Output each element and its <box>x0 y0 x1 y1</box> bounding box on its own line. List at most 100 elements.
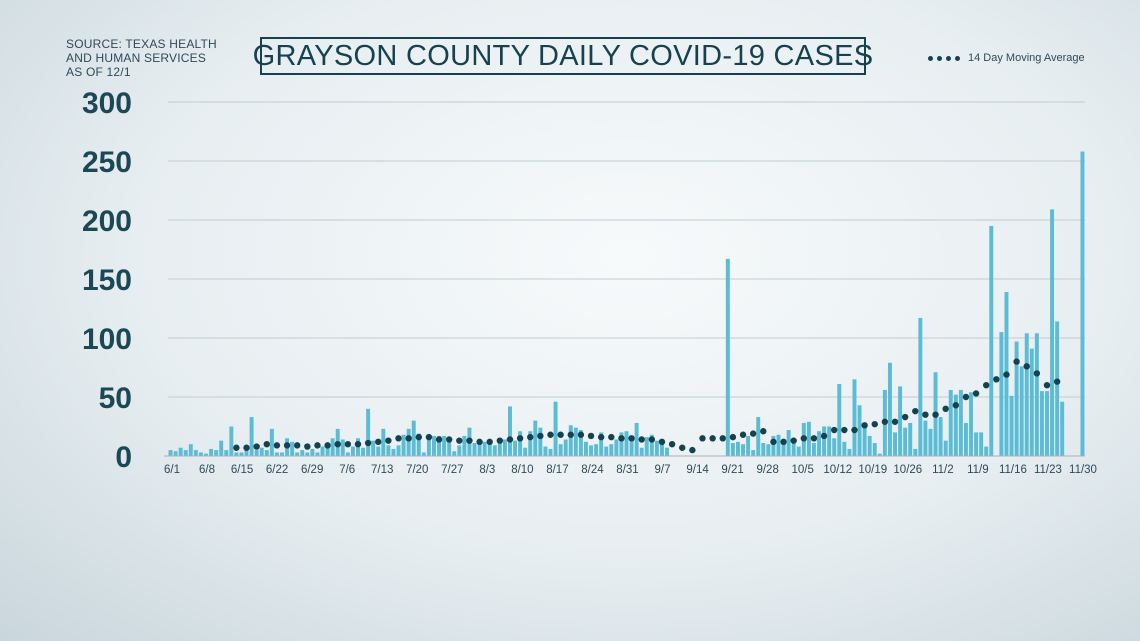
bar <box>173 451 178 456</box>
bar <box>502 439 507 456</box>
x-tick-label: 11/23 <box>1034 464 1062 476</box>
bar <box>604 446 609 456</box>
bar <box>923 420 928 456</box>
bar <box>725 258 730 456</box>
bar <box>528 431 533 456</box>
x-tick-label: 6/29 <box>301 464 323 476</box>
bar <box>756 417 761 456</box>
bar <box>862 422 867 456</box>
bar <box>761 443 766 456</box>
x-tick-label: 6/8 <box>199 464 215 476</box>
moving-average-point <box>618 435 625 442</box>
bar <box>984 446 989 456</box>
bar <box>867 435 872 456</box>
bar <box>1055 321 1060 456</box>
bar <box>908 422 913 456</box>
bar <box>229 426 234 456</box>
bar <box>462 435 467 456</box>
moving-average-point <box>841 426 848 434</box>
bar <box>234 452 239 456</box>
x-tick-label: 9/28 <box>756 464 778 476</box>
bar <box>548 448 553 456</box>
bar <box>1019 366 1024 456</box>
source-note: SOURCE: TEXAS HEALTH AND HUMAN SERVICES … <box>66 37 226 79</box>
bar <box>811 443 816 456</box>
bar <box>350 446 355 456</box>
bar <box>361 447 366 456</box>
moving-average-point <box>314 442 321 449</box>
bar <box>219 440 224 456</box>
x-tick-label: 10/26 <box>893 464 922 476</box>
moving-average-point <box>932 411 939 418</box>
moving-average-point <box>699 435 706 442</box>
bar <box>330 438 335 456</box>
moving-average-point <box>435 436 443 443</box>
moving-average-point <box>334 441 341 448</box>
bar <box>183 450 188 456</box>
bar <box>832 438 837 456</box>
bar <box>325 445 330 456</box>
bar <box>781 440 786 456</box>
legend-label: 14 Day Moving Average <box>968 52 1085 64</box>
moving-average-point <box>729 433 737 441</box>
moving-average-point <box>1003 371 1010 378</box>
bar <box>659 444 664 456</box>
y-tick-label: 100 <box>82 323 132 356</box>
moving-average-point <box>1043 382 1051 389</box>
bar <box>938 417 943 456</box>
bar <box>649 434 654 456</box>
source-line-1: SOURCE: TEXAS HEALTH <box>66 37 217 51</box>
x-tick-label: 11/9 <box>967 464 989 476</box>
moving-average-point <box>861 422 868 429</box>
bar <box>340 439 345 456</box>
moving-average-point <box>597 433 605 441</box>
x-tick-label: 10/12 <box>823 464 852 476</box>
moving-average-point <box>375 438 382 446</box>
bar <box>193 450 198 456</box>
bar <box>903 427 908 456</box>
bar <box>274 452 279 456</box>
bar <box>513 440 518 456</box>
x-tick-label: 10/19 <box>858 464 887 476</box>
bar <box>432 435 436 456</box>
moving-average-point <box>800 435 808 442</box>
moving-average-point <box>385 437 392 444</box>
moving-average-point <box>1033 370 1041 377</box>
moving-average-point <box>962 393 970 401</box>
bar <box>847 448 852 456</box>
bar <box>437 435 442 456</box>
y-tick-label: 300 <box>82 87 132 120</box>
moving-average-point <box>648 436 656 443</box>
moving-average-point <box>304 443 311 450</box>
moving-average-point <box>952 402 960 409</box>
x-tick-label: 8/17 <box>546 464 568 476</box>
bar <box>963 422 968 456</box>
bar <box>558 444 563 456</box>
moving-average-point <box>516 435 524 442</box>
moving-average-point <box>831 426 838 434</box>
x-tick-label: 10/5 <box>791 464 813 476</box>
bar <box>898 386 903 456</box>
moving-average-point <box>912 407 919 415</box>
bar <box>827 426 832 456</box>
bar <box>482 441 487 456</box>
bar <box>507 406 512 456</box>
moving-average-point <box>760 428 767 435</box>
moving-average-point <box>972 390 980 397</box>
x-tick-label: 6/1 <box>164 464 180 476</box>
source-line-3: AS OF 12/1 <box>66 65 131 79</box>
bar <box>310 448 315 456</box>
bar <box>786 430 791 456</box>
bar <box>305 452 310 456</box>
bar <box>948 389 953 456</box>
bar <box>224 450 229 456</box>
x-tick-label: 8/31 <box>616 464 638 476</box>
dotted-line-legend-icon <box>928 55 960 61</box>
bar <box>300 450 305 456</box>
moving-average-point <box>456 437 463 444</box>
bar <box>391 448 396 456</box>
bar <box>1024 333 1029 456</box>
bar <box>249 417 254 456</box>
bar <box>741 444 746 456</box>
